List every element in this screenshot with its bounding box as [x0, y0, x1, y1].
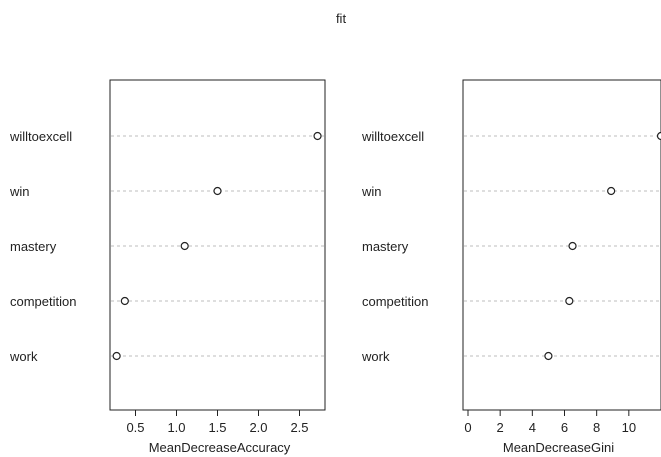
- accuracy-row-label-willtoexcell: willtoexcell: [9, 129, 72, 144]
- accuracy-x-tick-label: 1.5: [208, 420, 226, 435]
- gini-x-tick-label: 8: [593, 420, 600, 435]
- gini-point-competition: [565, 296, 574, 306]
- accuracy-x-tick-label: 0.5: [126, 420, 144, 435]
- accuracy-x-tick-label: 2.5: [290, 420, 308, 435]
- accuracy-plot-frame: [109, 79, 326, 411]
- gini-x-axis-title: MeanDecreaseGini: [503, 440, 614, 455]
- gini-x-tick-label: 4: [529, 420, 536, 435]
- gini-x-tick-label: 6: [561, 420, 568, 435]
- gini-row-label-work: work: [361, 349, 390, 364]
- gini-row-label-competition: competition: [362, 294, 428, 309]
- accuracy-point-competition: [120, 296, 129, 306]
- gini-point-mastery: [568, 241, 577, 251]
- chart-title: fit: [336, 11, 347, 26]
- gini-plot-frame: [462, 79, 661, 411]
- accuracy-point-work: [112, 351, 121, 361]
- accuracy-x-tick-label: 2.0: [249, 420, 267, 435]
- gini-x-tick-label: 0: [464, 420, 471, 435]
- gini-x-tick-label: 10: [622, 420, 636, 435]
- accuracy-row-label-competition: competition: [10, 294, 76, 309]
- gini-panel: willtoexcell win mastery competition work 0 2 4…: [361, 79, 661, 455]
- gini-row-label-mastery: mastery: [362, 239, 409, 254]
- accuracy-x-axis-title: MeanDecreaseAccuracy: [149, 440, 291, 455]
- accuracy-point-win: [213, 186, 222, 196]
- accuracy-row-label-mastery: mastery: [10, 239, 57, 254]
- accuracy-point-mastery: [180, 241, 189, 251]
- gini-point-willtoexcell: [656, 131, 661, 141]
- gini-row-label-win: win: [361, 184, 382, 199]
- accuracy-row-label-win: win: [9, 184, 30, 199]
- accuracy-row-label-work: work: [9, 349, 38, 364]
- gini-row-label-willtoexcell: willtoexcell: [361, 129, 424, 144]
- gini-point-work: [544, 351, 553, 361]
- gini-point-win: [607, 186, 616, 196]
- accuracy-panel: willtoexcell win mastery competition work 0.5…: [9, 79, 326, 455]
- accuracy-point-willtoexcell: [313, 131, 322, 141]
- gini-x-tick-label: 2: [497, 420, 504, 435]
- accuracy-x-tick-label: 1.0: [167, 420, 185, 435]
